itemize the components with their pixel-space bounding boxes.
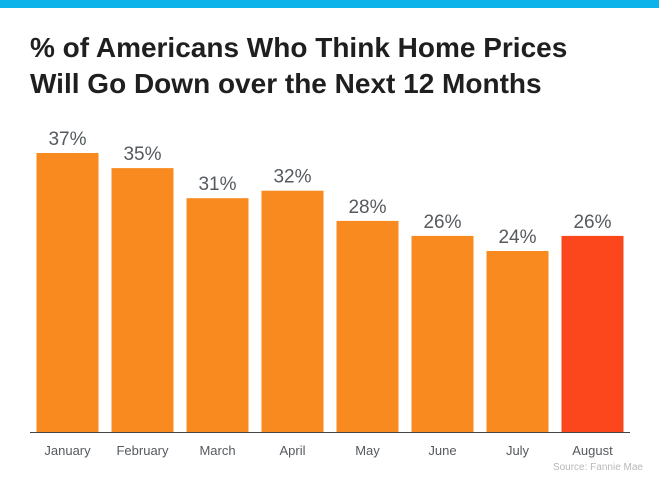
category-label-july: July [506, 443, 530, 458]
value-label-january: 37% [48, 129, 86, 150]
chart-title: % of Americans Who Think Home Prices Wil… [30, 30, 630, 102]
bar-january [36, 153, 99, 432]
category-label-march: March [199, 443, 235, 458]
category-label-august: August [572, 443, 613, 458]
category-label-april: April [279, 443, 305, 458]
chart-title-line-2: Will Go Down over the Next 12 Months [30, 68, 542, 99]
bar-july [486, 251, 549, 432]
category-label-may: May [355, 443, 380, 458]
bar-august [561, 235, 624, 432]
value-label-march: 31% [198, 174, 236, 195]
source-note: Source: Fannie Mae [552, 462, 643, 473]
category-label-february: February [116, 443, 169, 458]
category-label-june: June [428, 443, 456, 458]
value-labels-group: 37% 35% 31% 32% 28% 26% 24% 26% [48, 129, 611, 248]
chart-title-line-1: % of Americans Who Think Home Prices [30, 32, 568, 63]
value-label-july: 24% [498, 227, 536, 248]
bar-april [261, 190, 324, 432]
top-accent-bar [0, 0, 659, 8]
bars-group [36, 153, 624, 432]
bar-june [411, 235, 474, 432]
bar-february [111, 168, 174, 432]
bar-may [336, 220, 399, 432]
value-label-june: 26% [423, 212, 461, 233]
value-label-may: 28% [348, 197, 386, 218]
category-label-january: January [44, 443, 91, 458]
value-label-august: 26% [573, 212, 611, 233]
value-label-april: 32% [273, 167, 311, 188]
category-labels-group: January February March April May June July Augu… [44, 443, 613, 458]
value-label-february: 35% [123, 144, 161, 165]
bar-march [186, 198, 249, 432]
